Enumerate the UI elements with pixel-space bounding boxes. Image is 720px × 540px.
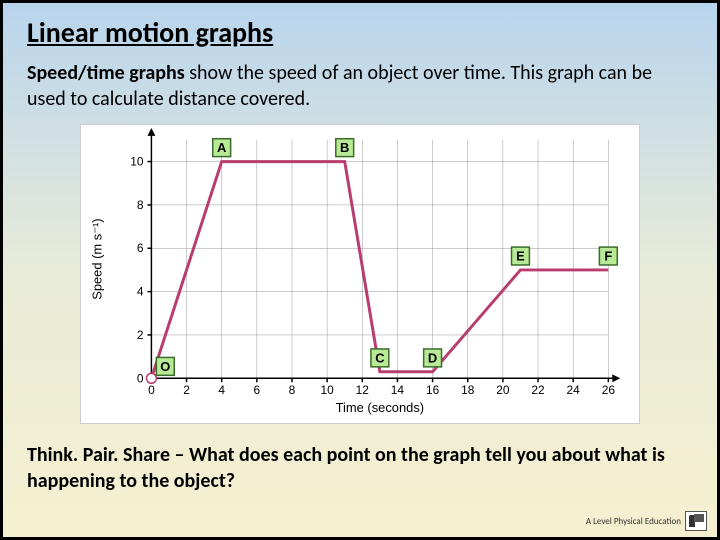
course-badge: A Level Physical Education [586, 511, 707, 531]
svg-text:6: 6 [254, 383, 261, 397]
svg-text:C: C [375, 350, 384, 365]
svg-text:B: B [340, 140, 349, 155]
chart-svg: 024681012141618202224260246810 OABCDEF T… [81, 125, 639, 423]
svg-text:10: 10 [321, 383, 335, 397]
teacher-icon [685, 511, 707, 531]
svg-text:O: O [160, 359, 170, 374]
svg-text:24: 24 [567, 383, 581, 397]
svg-text:6: 6 [137, 241, 144, 255]
svg-text:8: 8 [289, 383, 296, 397]
svg-text:2: 2 [137, 328, 144, 342]
chart-data-line [151, 162, 608, 379]
svg-text:D: D [428, 350, 437, 365]
svg-text:A: A [217, 140, 226, 155]
svg-text:0: 0 [148, 383, 155, 397]
svg-text:12: 12 [356, 383, 370, 397]
slide-title: Linear motion graphs [27, 15, 693, 50]
svg-text:26: 26 [602, 383, 616, 397]
chart-axes [147, 128, 620, 382]
svg-text:18: 18 [461, 383, 475, 397]
svg-text:22: 22 [531, 383, 545, 397]
svg-text:E: E [516, 249, 525, 264]
badge-text: A Level Physical Education [586, 516, 681, 527]
svg-text:10: 10 [130, 155, 144, 169]
svg-text:4: 4 [218, 383, 225, 397]
svg-text:14: 14 [391, 383, 405, 397]
speed-time-chart: 024681012141618202224260246810 OABCDEF T… [80, 124, 640, 424]
svg-text:20: 20 [496, 383, 510, 397]
svg-text:2: 2 [183, 383, 190, 397]
slide: Linear motion graphs Speed/time graphs s… [0, 0, 720, 540]
y-axis-label: Speed (m s⁻¹) [90, 218, 105, 299]
chart-grid [151, 140, 608, 378]
svg-text:0: 0 [137, 371, 144, 385]
svg-text:4: 4 [137, 285, 144, 299]
subtitle-bold: Speed/time graphs [27, 61, 185, 85]
think-pair-share-question: Think. Pair. Share – What does each poin… [27, 442, 693, 494]
x-axis-label: Time (seconds) [336, 400, 424, 415]
slide-subtitle: Speed/time graphs show the speed of an o… [27, 60, 693, 112]
svg-text:16: 16 [426, 383, 440, 397]
svg-text:8: 8 [137, 198, 144, 212]
svg-text:F: F [604, 249, 612, 264]
